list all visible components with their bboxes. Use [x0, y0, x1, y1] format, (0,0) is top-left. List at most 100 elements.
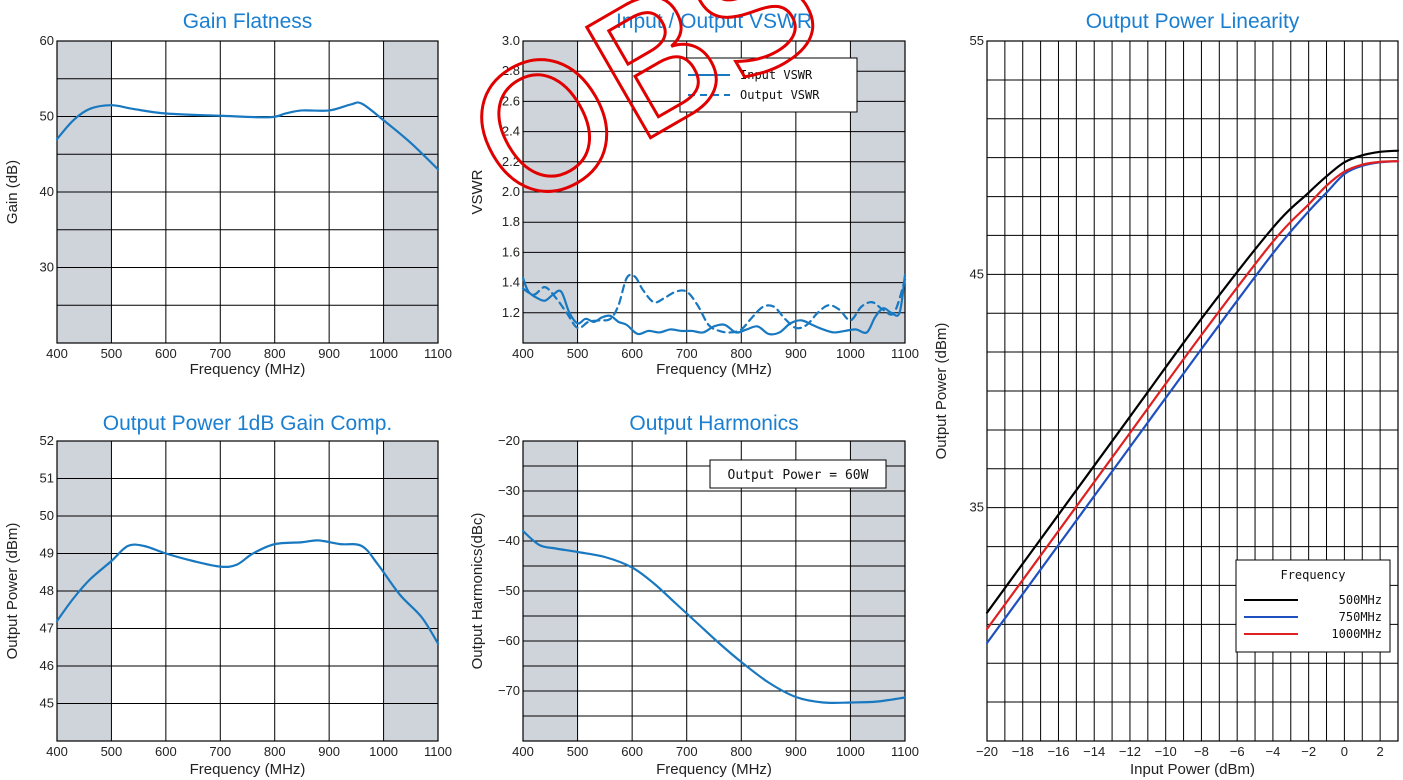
- x-axis-label: Frequency (MHz): [190, 761, 306, 778]
- y-tick-label: 45: [970, 266, 984, 281]
- x-axis-label: Input Power (dBm): [1130, 761, 1255, 778]
- y-tick-label: 52: [40, 433, 54, 448]
- y-axis-label: Output Power (dBm): [4, 523, 21, 660]
- x-axis-label: Frequency (MHz): [656, 761, 772, 778]
- y-tick-label: −50: [498, 583, 520, 598]
- x-tick-label: 600: [621, 346, 643, 361]
- x-tick-label: 1100: [891, 346, 919, 361]
- x-tick-label: 600: [621, 744, 643, 759]
- y-tick-label: −70: [498, 683, 520, 698]
- x-tick-label: 700: [676, 346, 698, 361]
- series-line-p1db: [55, 539, 440, 645]
- chart-p1db: Output Power 1dB Gain Comp. 400 500 600 700 8…: [4, 412, 452, 778]
- x-tick-label: −8: [1194, 744, 1209, 759]
- x-tick-label: 500: [567, 744, 589, 759]
- chart-title: Output Power 1dB Gain Comp.: [103, 412, 392, 435]
- x-tick-label: −16: [1047, 744, 1069, 759]
- x-tick-label: 0: [1341, 744, 1348, 759]
- watermark: OBS: [434, 0, 855, 253]
- annotation-box: [709, 459, 887, 489]
- y-tick-label: 2.6: [502, 93, 520, 108]
- x-tick-label: 900: [318, 346, 340, 361]
- y-tick-label: 50: [40, 508, 54, 523]
- x-tick-label: −14: [1083, 744, 1105, 759]
- y-tick-label: 1.8: [502, 214, 520, 229]
- x-tick-label: 700: [676, 744, 698, 759]
- y-tick-label: 2.8: [502, 63, 520, 78]
- x-tick-label: 500: [567, 346, 589, 361]
- y-tick-label: −60: [498, 633, 520, 648]
- x-tick-label: 800: [730, 744, 752, 759]
- y-axis-label: VSWR: [469, 169, 486, 214]
- x-tick-label: −4: [1265, 744, 1280, 759]
- chart-title: Output Power Linearity: [1086, 10, 1300, 33]
- x-axis-label: Frequency (MHz): [190, 361, 306, 378]
- x-tick-label: 400: [512, 744, 534, 759]
- x-tick-label: −18: [1012, 744, 1034, 759]
- y-tick-label: 48: [40, 583, 54, 598]
- x-tick-label: 2: [1377, 744, 1384, 759]
- x-tick-label: 900: [785, 744, 807, 759]
- x-tick-label: 1000: [369, 346, 398, 361]
- chart-title: Gain Flatness: [183, 10, 313, 33]
- x-tick-label: 700: [209, 346, 231, 361]
- y-tick-label: 45: [40, 696, 54, 711]
- legend-label: 500MHz: [1339, 593, 1382, 607]
- y-tick-label: 60: [40, 33, 54, 48]
- legend-title: Frequency: [1280, 568, 1345, 582]
- x-tick-label: 1100: [424, 346, 452, 361]
- x-tick-label: 1000: [836, 346, 865, 361]
- y-tick-label: 30: [40, 260, 54, 275]
- series-line-1000mhz: [985, 160, 1400, 631]
- series-line-input-vswr: [521, 273, 907, 336]
- x-tick-label: −2: [1301, 744, 1316, 759]
- chart-lin: Output Power Linearity−20 −18 −16 −14 −12 −10…: [933, 10, 1400, 778]
- series-line-harm: [521, 529, 907, 705]
- annotation-text: Output Power = 60W: [728, 468, 869, 483]
- chart-gain: Gain Flatness 400 500 600 700 800 900 1000 1100 3…: [4, 10, 452, 378]
- y-tick-label: 50: [40, 109, 54, 124]
- y-tick-label: 2.4: [502, 124, 520, 139]
- y-tick-label: 35: [970, 500, 984, 515]
- x-tick-label: 700: [209, 744, 231, 759]
- y-axis-label: Output Harmonics(dBc): [469, 513, 486, 670]
- y-tick-label: 46: [40, 658, 54, 673]
- y-tick-label: 40: [40, 184, 54, 199]
- y-axis-label: Output Power (dBm): [933, 323, 950, 460]
- x-tick-label: 400: [512, 346, 534, 361]
- x-tick-label: 800: [730, 346, 752, 361]
- y-tick-label: 2.0: [502, 184, 520, 199]
- plot-frame: [522, 40, 906, 344]
- y-tick-label: 2.2: [502, 154, 520, 169]
- y-tick-label: 1.4: [502, 275, 520, 290]
- x-tick-label: 600: [155, 346, 177, 361]
- y-tick-label: 51: [40, 471, 54, 486]
- series-line-gain: [55, 101, 440, 171]
- y-axis-label: Gain (dB): [4, 160, 21, 224]
- x-tick-label: 500: [101, 346, 123, 361]
- legend-box: [679, 57, 858, 113]
- y-tick-label: 49: [40, 546, 54, 561]
- series-line-500mhz: [985, 149, 1400, 614]
- x-tick-label: 800: [264, 744, 286, 759]
- series-line-750mhz: [985, 160, 1400, 645]
- legend: Frequency 500MHz 750MHz 1000MHz: [1235, 559, 1391, 653]
- x-tick-label: 1100: [424, 744, 452, 759]
- legend-label: 750MHz: [1339, 610, 1382, 624]
- plot-frame: [56, 440, 439, 742]
- legend-box: [1235, 559, 1391, 653]
- x-tick-label: 600: [155, 744, 177, 759]
- legend-label: Input VSWR: [740, 68, 813, 82]
- chart-title: Input / Output VSWR: [616, 10, 812, 33]
- x-tick-label: 900: [318, 744, 340, 759]
- plot-frame: [986, 40, 1399, 742]
- x-tick-label: 500: [101, 744, 123, 759]
- chart-vswr: Input / Output VSWR 400 500 600 700 800 900 100…: [469, 10, 919, 378]
- x-tick-label: 900: [785, 346, 807, 361]
- watermark-text: OBS: [436, 0, 854, 251]
- x-tick-label: −20: [976, 744, 998, 759]
- x-tick-label: 1000: [369, 744, 398, 759]
- legend-label: Output VSWR: [740, 88, 820, 102]
- plot-frame: [56, 40, 439, 344]
